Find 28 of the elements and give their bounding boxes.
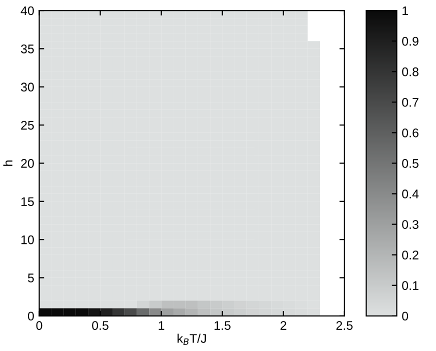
y-tick-label: 40 — [20, 6, 34, 16]
color-bar-label: 0.1 — [402, 281, 418, 290]
y-tick-label: 15 — [21, 197, 34, 206]
x-tick-label: 1.5 — [214, 321, 231, 330]
y-tick-label: 10 — [21, 235, 34, 244]
x-tick-label: 1 — [158, 321, 164, 330]
color-bar-label: 0.4 — [402, 190, 419, 198]
x-tick-label: 2 — [280, 321, 286, 330]
x-tick-label: 0.5 — [92, 321, 108, 330]
color-bar-label: 0.2 — [402, 250, 418, 260]
y-tick-label: 30 — [20, 82, 34, 92]
y-tick-label: 5 — [28, 274, 34, 282]
color-bar-label: 1 — [402, 6, 408, 16]
x-tick-label: 0 — [36, 321, 42, 330]
color-bar-label: 0 — [402, 312, 408, 321]
y-tick-label: 35 — [20, 44, 34, 54]
color-bar-label: 0.8 — [402, 67, 418, 76]
y-tick-label: 25 — [21, 120, 34, 130]
y-tick-label: 0 — [28, 312, 34, 321]
y-axis-title: h — [3, 160, 12, 166]
color-bar-label: 0.9 — [402, 36, 418, 46]
x-tick-label: 2.5 — [336, 321, 353, 330]
color-bar-label: 0.3 — [402, 220, 418, 229]
x-axis-title: k$_{B}$T/J — [178, 334, 206, 345]
color-bar-label: 0.5 — [402, 159, 418, 168]
y-tick-label: 20 — [21, 159, 34, 168]
color-bar-label: 0.7 — [402, 98, 418, 107]
color-bar-label: 0.6 — [402, 128, 418, 138]
